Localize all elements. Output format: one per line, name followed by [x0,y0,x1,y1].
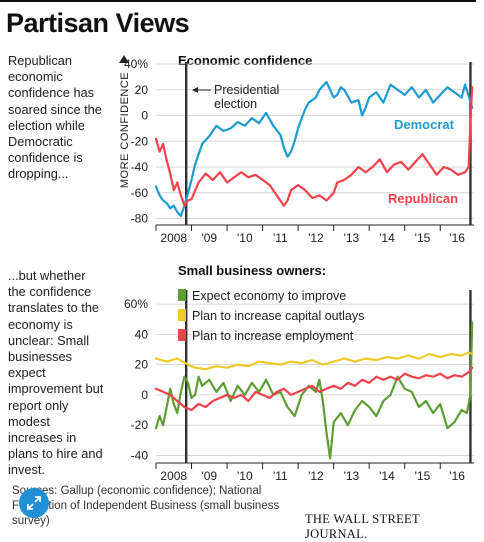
legend-swatch-employment [178,329,186,341]
axis-up-triangle-icon [119,55,129,63]
x-tick-label: '14 [379,469,395,483]
x-tick-label: '10 [237,469,253,483]
series-label-democrat: Democrat [394,117,455,132]
x-tick-label: '16 [449,469,465,483]
series-line-republican [154,86,474,207]
x-tick-label: 2008 [160,231,187,245]
y-tick-label: -80 [131,212,149,226]
x-tick-label: '13 [344,469,360,483]
y-tick-label: 40% [124,57,148,71]
x-tick-label: '11 [273,469,288,483]
series-line-employment [154,366,474,412]
top-rule [0,0,476,2]
x-tick-label: '12 [308,469,324,483]
chart-title: Small business owners: [178,263,326,278]
y-tick-label: 0 [141,109,148,123]
small-business-chart: Small business owners: 60% 40 20 0 -20 -40 2008… [124,263,474,483]
x-tick-label: 2008 [160,469,187,483]
x-tick-label: '13 [344,231,360,245]
x-tick-label: '09 [201,469,217,483]
annotation-arrow-icon [192,87,198,93]
publisher-logo: THE WALL STREET JOURNAL. [305,512,420,541]
y-tick-label: -20 [131,134,149,148]
series-line-democrat [154,80,474,218]
x-tick-label: '09 [201,231,217,245]
page-title: Partisan Views [6,8,190,38]
y-tick-label: -60 [131,186,149,200]
annotation-label: Presidential [214,83,279,97]
legend-swatch-improve [178,289,186,301]
y-tick-label: 40 [135,327,149,341]
x-tick-label: '11 [273,231,288,245]
series-label-republican: Republican [388,191,458,206]
y-axis-label: MORE CONFIDENCE [119,72,131,188]
y-tick-label: -20 [131,418,149,432]
legend-label: Plan to increase capital outlays [192,309,364,323]
y-tick-label: 60% [124,297,148,311]
series-line-improve [154,321,474,460]
y-tick-label: 20 [135,358,149,372]
source-note: Sources: Gallup (economic confidence); N… [12,485,280,527]
top-note: Republican economic confidence has soare… [8,53,102,182]
x-tick-label: '10 [237,231,253,245]
annotation-label-line2: election [214,97,257,111]
bottom-note: ...but whether the confidence translates… [8,268,104,478]
legend-label: Plan to increase employment [192,329,354,343]
y-tick-label: 20 [135,83,149,97]
series-line-capital [154,351,474,371]
y-tick-label: -40 [131,448,149,462]
x-tick-label: '16 [449,231,465,245]
x-tick-label: '14 [379,231,395,245]
y-tick-label: -40 [131,160,149,174]
x-tick-label: '15 [415,231,431,245]
x-tick-label: '15 [415,469,431,483]
expand-button[interactable] [19,488,49,518]
chart-title: Economic confidence [178,53,312,68]
expand-icon [27,496,41,510]
y-tick-label: 0 [141,388,148,402]
legend-swatch-capital [178,309,186,321]
legend-label: Expect economy to improve [192,289,346,303]
economic-confidence-chart: Economic confidence 40% 20 0 -20 -40 -60 -80 200… [119,53,474,245]
x-tick-label: '12 [308,231,324,245]
